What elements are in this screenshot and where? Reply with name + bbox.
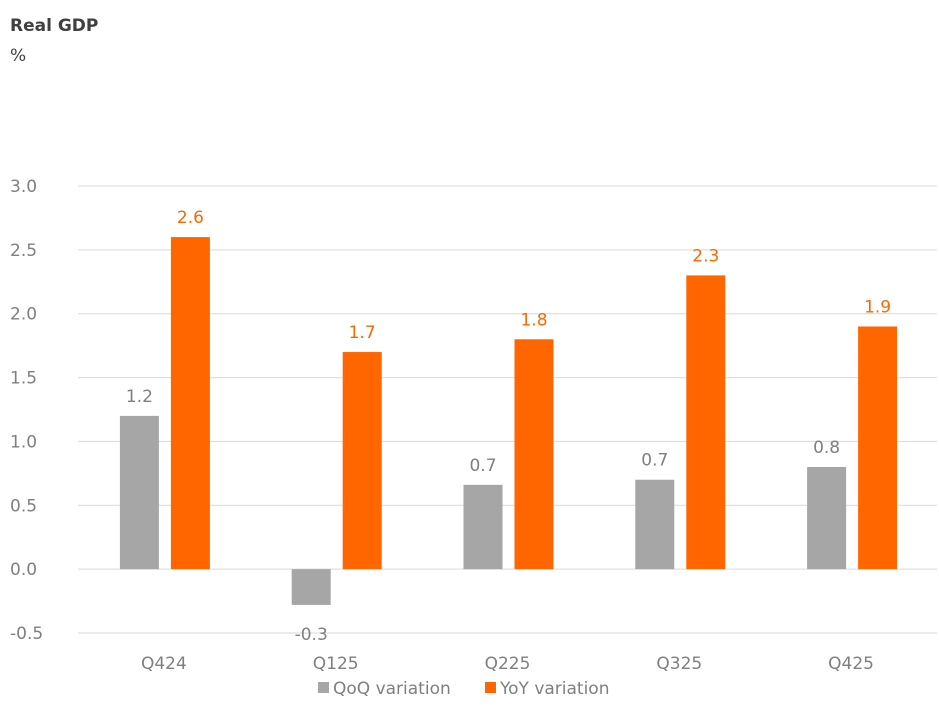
y-tick-label: -0.5 <box>10 624 43 644</box>
x-tick-label: Q425 <box>828 654 874 674</box>
bar-qoq <box>119 415 159 570</box>
legend-swatch-yoy <box>485 682 496 693</box>
data-label-yoy: 1.9 <box>864 297 891 317</box>
y-tick-label: 1.0 <box>10 432 37 452</box>
data-label-qoq: 1.2 <box>126 387 153 407</box>
x-tick-label: Q424 <box>141 654 187 674</box>
bar-qoq <box>291 569 331 605</box>
y-tick-label: 0.0 <box>10 560 37 580</box>
data-label-yoy: 1.8 <box>520 310 547 330</box>
legend-label-qoq: QoQ variation <box>333 679 451 699</box>
chart-title: Real GDP <box>10 16 99 36</box>
data-label-qoq: 0.7 <box>469 456 496 476</box>
bar-yoy <box>170 237 210 570</box>
bar-qoq <box>635 479 675 570</box>
y-tick-label: 1.5 <box>10 369 37 389</box>
bar-yoy <box>686 275 726 570</box>
y-tick-label: 3.0 <box>10 177 37 197</box>
bar-qoq <box>463 484 503 570</box>
data-label-yoy: 1.7 <box>349 323 376 343</box>
bar-qoq <box>807 466 847 570</box>
y-tick-label: 0.5 <box>10 496 37 516</box>
chart-subtitle: % <box>10 46 27 66</box>
bar-yoy <box>858 326 898 570</box>
bar-yoy <box>514 339 554 570</box>
data-label-qoq: 0.7 <box>641 451 668 471</box>
data-label-yoy: 2.3 <box>692 246 719 266</box>
x-tick-label: Q125 <box>313 654 359 674</box>
legend-label-yoy: YoY variation <box>499 679 610 699</box>
legend-swatch-qoq <box>318 682 329 693</box>
x-tick-label: Q225 <box>485 654 531 674</box>
data-label-yoy: 2.6 <box>177 208 204 228</box>
x-tick-label: Q325 <box>656 654 702 674</box>
data-label-qoq: -0.3 <box>295 625 328 645</box>
y-tick-label: 2.5 <box>10 241 37 261</box>
data-label-qoq: 0.8 <box>813 438 840 458</box>
bar-yoy <box>342 352 382 570</box>
y-tick-label: 2.0 <box>10 305 37 325</box>
